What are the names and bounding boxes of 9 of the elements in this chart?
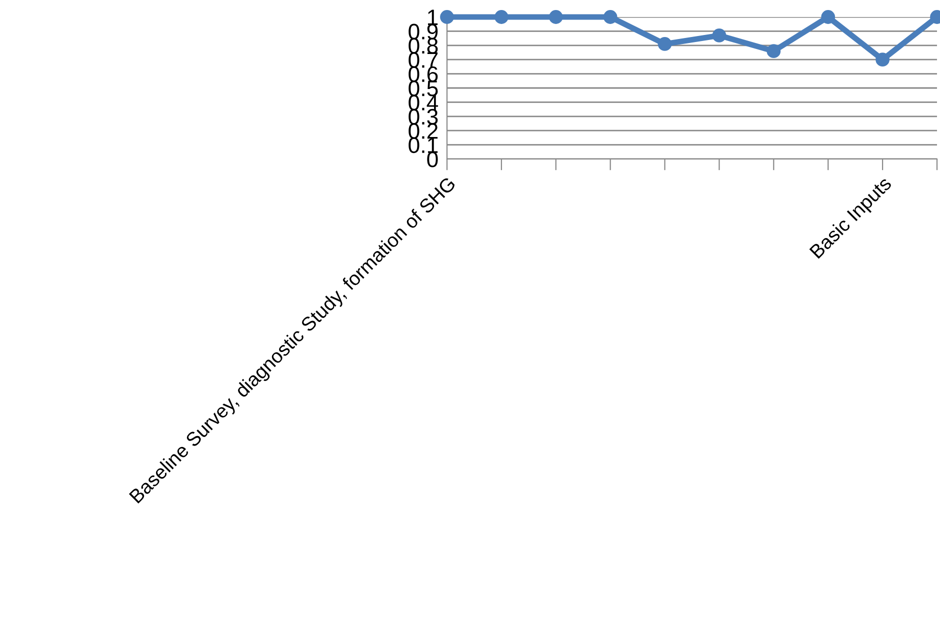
point <box>494 10 508 24</box>
point <box>766 44 781 58</box>
point <box>440 10 454 24</box>
point <box>821 10 836 24</box>
point <box>548 10 563 24</box>
point <box>876 52 890 67</box>
point <box>603 10 618 24</box>
point <box>712 28 726 42</box>
point <box>658 37 672 51</box>
